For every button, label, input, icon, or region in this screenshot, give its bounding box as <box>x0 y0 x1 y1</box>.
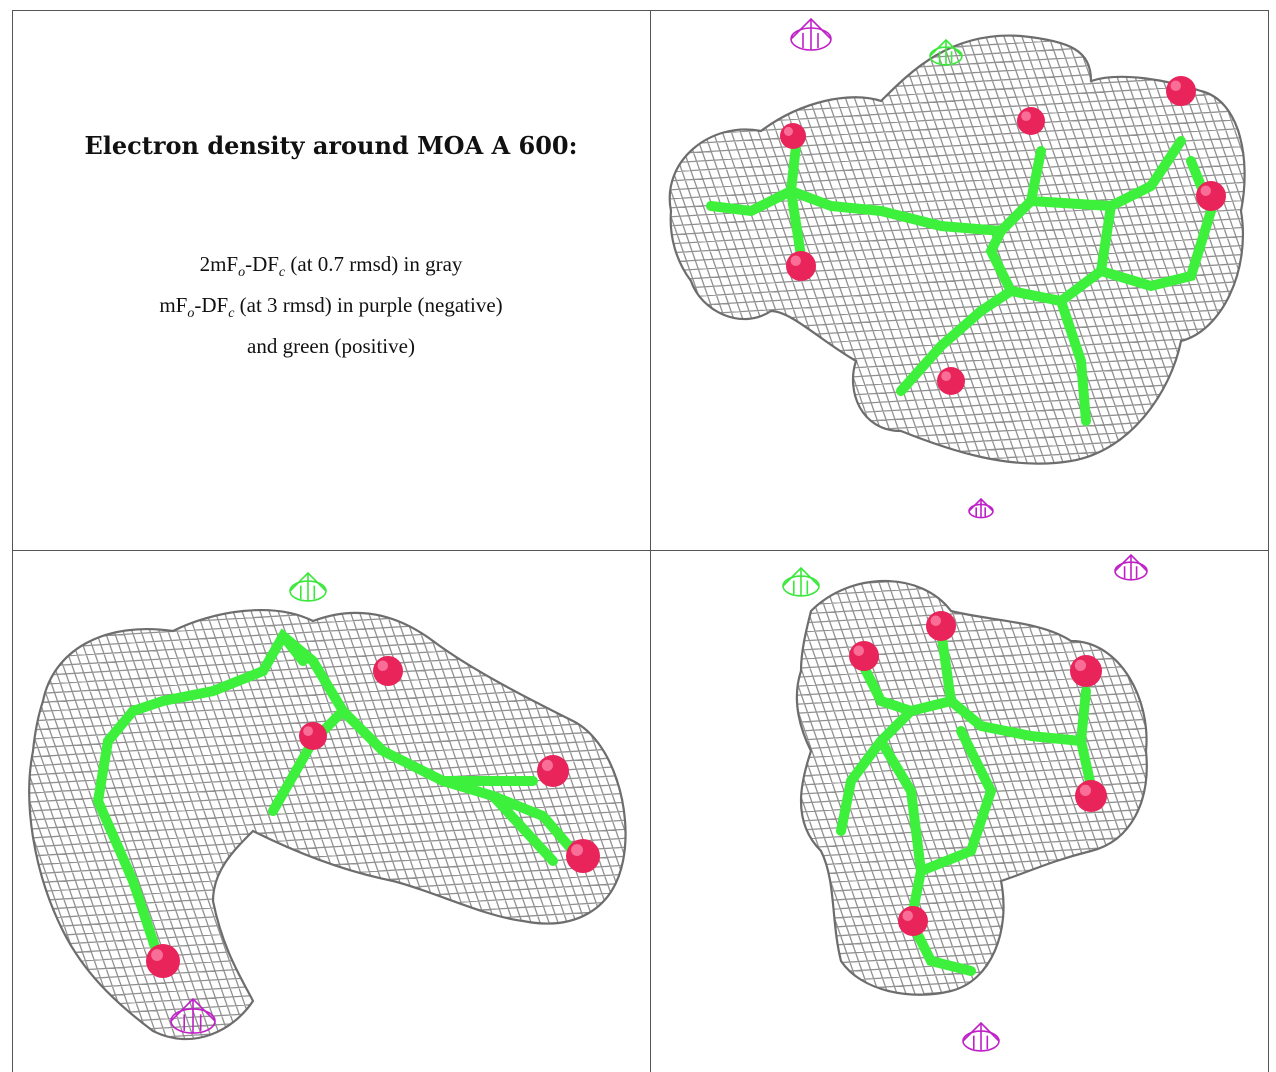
line2-sub-c: c <box>228 306 235 322</box>
horizontal-divider <box>12 550 1269 551</box>
positive-density-blob <box>289 571 327 602</box>
density-mesh-outline <box>668 34 1246 465</box>
caption-legend: 2mFo-DFc (at 0.7 rmsd) in gray mFo-DFc (… <box>13 248 649 363</box>
view-bottom-left <box>28 571 627 1041</box>
negative-density-blob <box>962 1021 1000 1052</box>
oxygen-atom <box>1017 107 1045 135</box>
line2-prefix: mF <box>159 293 188 318</box>
negative-density-blob <box>968 497 994 519</box>
oxygen-atom <box>373 656 403 686</box>
stick-model <box>836 626 1096 976</box>
line1-rest: (at 0.7 rmsd) in gray <box>285 252 463 276</box>
oxygen-atom <box>786 251 816 281</box>
oxygen-atom <box>566 839 600 873</box>
view-bottom-right <box>782 553 1148 1052</box>
caption-line-2: mFo-DFc (at 3 rmsd) in purple (negative) <box>13 289 649 330</box>
caption-line-3: and green (positive) <box>247 334 415 359</box>
figure-grid <box>12 10 1269 1072</box>
oxygen-atom <box>898 906 928 936</box>
line1-mid: -DF <box>245 252 279 276</box>
line1-prefix: 2mF <box>199 252 239 276</box>
line1-sub-o: o <box>238 265 246 281</box>
negative-density-blob <box>170 997 216 1034</box>
density-mesh-outline <box>28 608 627 1041</box>
oxygen-atom <box>299 722 327 750</box>
density-mesh-outline <box>795 579 1148 996</box>
positive-density-blob <box>782 566 820 597</box>
oxygen-atom <box>780 123 806 149</box>
oxygen-atom <box>849 641 879 671</box>
line2-mid: -DF <box>194 293 229 318</box>
positive-density-blob <box>929 38 963 66</box>
line1-sub-c: c <box>278 265 286 281</box>
oxygen-atom <box>1075 780 1107 812</box>
density-mesh <box>796 581 1147 995</box>
view-top-right <box>668 17 1246 519</box>
line2-rest: (at 3 rmsd) in purple (negative) <box>234 293 503 318</box>
oxygen-atom <box>937 367 965 395</box>
density-mesh <box>669 35 1245 464</box>
oxygen-atom <box>146 944 180 978</box>
caption-line-1: 2mFo-DFc (at 0.7 rmsd) in gray <box>13 248 649 289</box>
oxygen-atom <box>537 755 569 787</box>
density-mesh <box>29 610 626 1040</box>
negative-density-blob <box>790 17 832 51</box>
stick-model <box>706 136 1217 426</box>
oxygen-atom <box>1166 76 1196 106</box>
caption-panel: Electron density around MOA A 600: 2mFo-… <box>13 11 649 549</box>
oxygen-atom <box>1070 655 1102 687</box>
line2-sub-o: o <box>187 306 195 322</box>
oxygen-atom <box>926 611 956 641</box>
oxygen-atom <box>1196 181 1226 211</box>
negative-density-blob <box>1114 553 1148 581</box>
caption-title: Electron density around MOA A 600: <box>84 131 578 160</box>
vertical-divider <box>650 10 651 1072</box>
